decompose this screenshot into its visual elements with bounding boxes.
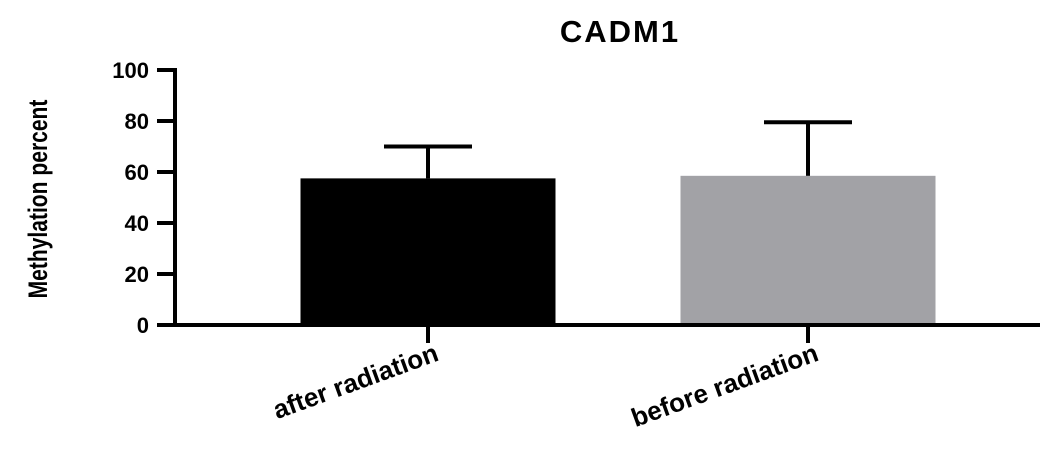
y-tick-label-0: 0	[137, 313, 149, 338]
bar-before-radiation	[680, 175, 936, 325]
plot-area: 0 20 40 60 80 100 after radiation before radiat…	[112, 58, 1040, 433]
x-tick-label-after-radiation: after radiation	[269, 337, 442, 424]
bar-after-radiation	[300, 178, 556, 325]
y-tick-label-80: 80	[125, 109, 149, 134]
y-tick-label-20: 20	[125, 262, 149, 287]
chart-title: CADM1	[560, 14, 680, 49]
x-tick-label-before-radiation: before radiation	[627, 337, 822, 432]
y-axis-label: Methylation percent	[24, 100, 54, 299]
y-tick-label-40: 40	[125, 211, 149, 236]
y-tick-label-100: 100	[112, 58, 149, 83]
y-tick-label-60: 60	[125, 160, 149, 185]
